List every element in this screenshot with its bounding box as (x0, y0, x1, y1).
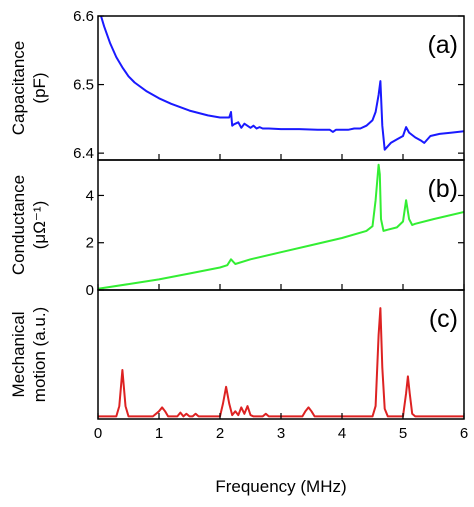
plot-frame-2 (97, 159, 465, 291)
x-tick-label: 6 (460, 425, 468, 442)
panel-label-1: (a) (427, 31, 458, 59)
y-axis-label-2: Conductance (9, 175, 28, 275)
panel-2: 0 2 4 (b) Conductance (μΩ⁻¹) (9, 159, 465, 299)
x-tick-label: 1 (155, 425, 163, 442)
y-tick-label: 4 (86, 187, 94, 204)
x-tick-label: 3 (277, 425, 285, 442)
plot-frame-3 (97, 289, 465, 420)
panel-3: 0 1 2 3 4 5 6 (c) Mechanical motion (a.u.) Frequen… (9, 289, 468, 496)
x-axis-label: Frequency (MHz) (215, 477, 346, 496)
y-axis-unit-3: motion (a.u.) (30, 307, 49, 402)
y-tick-label: 2 (86, 235, 94, 252)
y-tick-label: 6.5 (73, 77, 94, 94)
panel-label-3: (c) (429, 305, 458, 333)
series-line-3-1 (98, 307, 464, 418)
x-tick-label: 5 (399, 425, 407, 442)
y-tick-label: 6.4 (73, 145, 94, 162)
y-tick-label: 6.6 (73, 8, 94, 25)
y-axis-unit-1: (pF) (30, 72, 49, 103)
y-axis-label-3: Mechanical (9, 312, 28, 398)
x-tick-label: 0 (94, 425, 102, 442)
plot-frame-1 (97, 15, 465, 161)
x-tick-label: 2 (216, 425, 224, 442)
series-line-1-1 (100, 16, 464, 151)
y-axis-unit-2: (μΩ⁻¹) (30, 201, 49, 249)
x-tick-label: 4 (338, 425, 346, 442)
panels: 6.4 6.5 6.6 (a) Capacitance (pF) 0 2 4 (b) Conduct… (9, 8, 468, 496)
panel-1: 6.4 6.5 6.6 (a) Capacitance (pF) (9, 8, 465, 162)
y-axis-label-1: Capacitance (9, 41, 28, 136)
y-tick-label: 0 (86, 282, 94, 299)
panel-label-2: (b) (427, 175, 458, 203)
series-line-2-1 (98, 163, 464, 290)
